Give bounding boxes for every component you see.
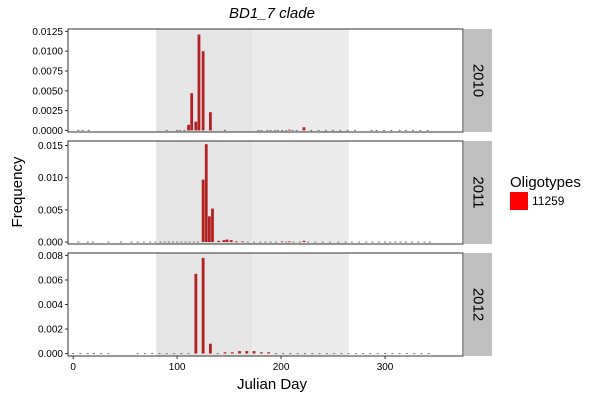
legend-title: Oligotypes	[510, 174, 581, 191]
shaded-period-2	[251, 29, 349, 132]
y-tick-label: 0.002	[38, 325, 63, 336]
chart-title: BD1_7 clade	[229, 5, 315, 22]
bar-2012-day-167	[245, 351, 249, 354]
bar-2012-day-118	[194, 273, 198, 354]
y-tick-label: 0.004	[38, 300, 63, 311]
y-tick-label: 0.0025	[32, 106, 63, 117]
shaded-period-2	[251, 253, 349, 356]
bar-2012-day-160	[238, 351, 241, 354]
bar-2011-day-157	[234, 241, 238, 243]
bar-2012-day-181	[259, 352, 263, 354]
bar-2011-day-222	[302, 240, 306, 243]
x-tick-label: 300	[377, 362, 394, 373]
bar-2011-day-152	[229, 240, 233, 243]
x-axis-title: Julian Day	[237, 376, 308, 393]
bar-2010-day-222	[302, 127, 306, 131]
bar-2011-day-208	[288, 241, 291, 243]
bar-2012-day-174	[252, 351, 256, 354]
bar-2011-day-148	[225, 239, 229, 243]
y-tick-label: 0.0050	[32, 86, 63, 97]
y-tick-label: 0.0000	[32, 126, 63, 137]
panel-2012: 0.000 0.002 0.004 0.006 0.008 2012	[38, 251, 492, 360]
bar-2010-day-121	[197, 34, 201, 131]
bar-2011-day-145	[222, 240, 226, 243]
y-tick-label: 0.000	[38, 349, 63, 360]
bar-2011-day-134	[211, 208, 214, 243]
x-tick-label: 0	[70, 362, 76, 373]
bar-2011-day-125	[201, 179, 205, 243]
strip-label-2011: 2011	[470, 176, 487, 208]
y-tick-label: 0.006	[38, 275, 63, 286]
shaded-period-2	[251, 141, 349, 244]
x-tick-label: 200	[273, 362, 290, 373]
panel-border	[67, 28, 464, 133]
bar-2012-day-132	[209, 343, 212, 354]
panels: 0.0000 0.0025 0.0050 0.0075 0.0100 0.0125 2010…	[32, 27, 492, 360]
y-tick-label: 0.0100	[32, 47, 63, 58]
bar-2012-day-146	[223, 352, 227, 354]
x-axis: 0 100 200 300	[70, 356, 394, 373]
legend: Oligotypes 11259	[510, 174, 581, 210]
strip-label-2010: 2010	[470, 64, 487, 97]
y-tick-label: 0.0075	[32, 66, 63, 77]
y-tick-label: 0.008	[38, 251, 63, 262]
bar-2010-day-114	[190, 93, 194, 131]
bar-2011-day-201	[280, 241, 284, 243]
strip-2011	[464, 141, 492, 244]
y-tick-label: 0.000	[38, 238, 63, 249]
bar-2011-day-163	[241, 241, 245, 243]
bar-2011-day-140	[217, 240, 221, 243]
panel-2010: 0.0000 0.0025 0.0050 0.0075 0.0100 0.0125 2010	[32, 27, 492, 137]
strip-label-2012: 2012	[470, 288, 487, 321]
bar-2010-day-111	[187, 124, 190, 131]
strip-2012	[464, 253, 492, 356]
bar-2010-day-125	[201, 51, 205, 131]
bar-2012-day-125	[201, 257, 205, 354]
y-tick-label: 0.0125	[32, 27, 63, 38]
y-tick-label: 0.005	[38, 205, 63, 216]
panel-2011: 0.000 0.005 0.010 0.015 2011	[38, 140, 492, 249]
legend-label-11259: 11259	[532, 194, 565, 208]
bar-2012-day-188	[267, 352, 271, 354]
bar-2010-day-118	[194, 121, 198, 131]
bar-2010-day-208	[288, 129, 291, 131]
strip-2010	[464, 29, 492, 132]
bar-2011-day-131	[207, 216, 211, 243]
bar-2012-day-153	[230, 352, 234, 354]
y-tick-label: 0.015	[38, 141, 63, 152]
y-axis-title: Frequency	[9, 156, 26, 227]
y-tick-label: 0.010	[38, 173, 63, 184]
legend-key-11259	[510, 192, 528, 210]
panel-border	[67, 140, 464, 245]
x-tick-label: 100	[169, 362, 186, 373]
bar-2010-day-132	[209, 112, 212, 131]
bar-2011-day-128	[204, 144, 208, 243]
